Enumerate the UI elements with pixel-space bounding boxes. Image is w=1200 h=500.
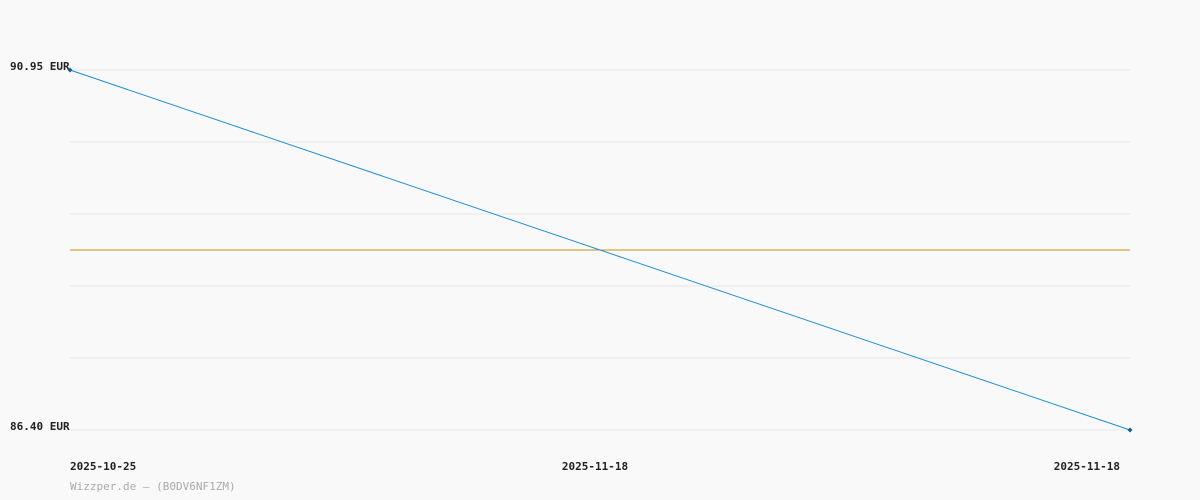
point-marker bbox=[67, 67, 73, 73]
x-tick-label: 2025-10-25 bbox=[70, 460, 136, 473]
x-tick-label: 2025-11-18 bbox=[562, 460, 628, 473]
footer: Wizzper.de – (B0DV6NF1ZM) bbox=[70, 480, 236, 493]
price-line bbox=[69, 69, 1131, 431]
point-marker bbox=[1127, 427, 1133, 433]
y-tick-label: 90.95 EUR bbox=[10, 60, 70, 73]
y-tick-label: 86.40 EUR bbox=[10, 420, 70, 433]
x-tick-label: 2025-11-18 bbox=[1054, 460, 1120, 473]
